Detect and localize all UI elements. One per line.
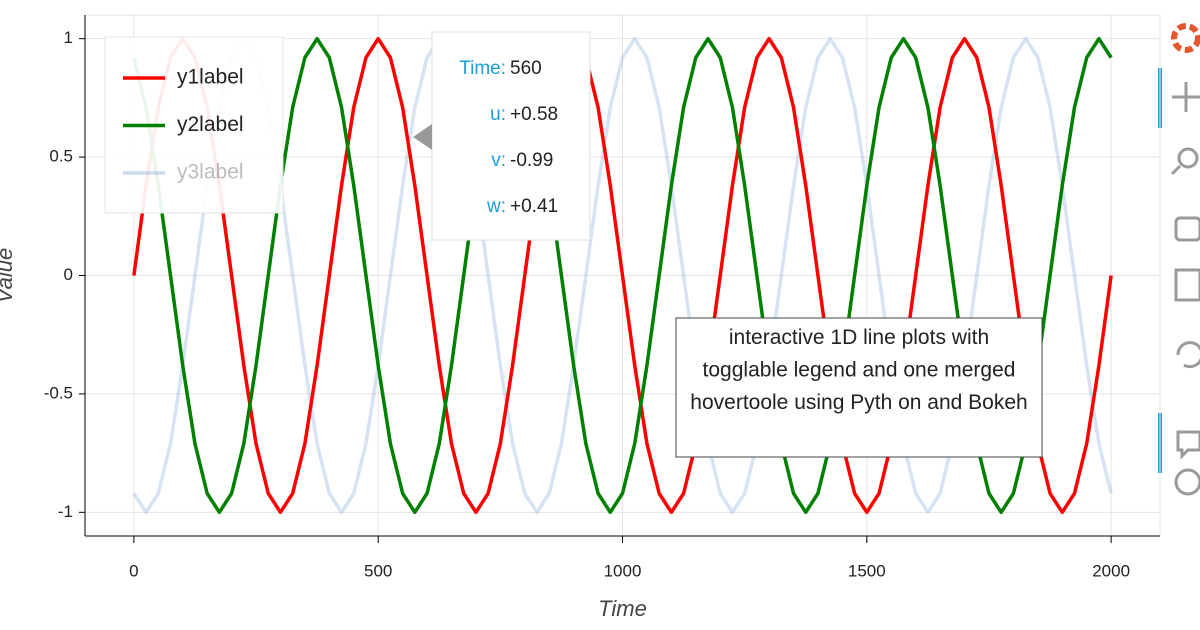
series-line	[132, 36, 1113, 515]
reset-tool[interactable]	[1176, 341, 1200, 369]
legend-item[interactable]: y2label	[123, 113, 244, 136]
tooltip-value: 560	[510, 58, 542, 79]
y-tick-label: 0	[64, 265, 73, 284]
y-tick-label: 0.5	[49, 147, 73, 166]
x-tick-label: 0	[129, 561, 138, 580]
tooltip-value: -0.99	[510, 150, 553, 171]
series-line	[132, 36, 1113, 515]
x-axis-label: Time	[598, 596, 647, 621]
save-tool[interactable]	[1174, 268, 1200, 302]
tooltip-box	[431, 31, 591, 241]
series-line	[132, 36, 1113, 515]
help-tool[interactable]	[1174, 468, 1200, 496]
annotation-box	[675, 317, 1043, 458]
zoom-handle	[1170, 164, 1182, 176]
annotation-line: hovertoole using Pyth on and Bokeh	[690, 391, 1027, 414]
pan-tool[interactable]	[1172, 82, 1200, 112]
x-tick-label: 500	[364, 561, 392, 580]
tooltip-key: w:	[486, 196, 506, 217]
legend-label: y1label	[177, 66, 244, 89]
toolbar	[1158, 23, 1200, 496]
y-axis-label: Value	[0, 248, 17, 303]
y-tick-label: 1	[64, 28, 73, 47]
annotation-line: interactive 1D line plots with	[729, 326, 989, 349]
x-tick-label: 1000	[604, 561, 642, 580]
legend-label: y3label	[177, 161, 244, 184]
x-tick-label: 2000	[1092, 561, 1130, 580]
tooltip-key: Time:	[459, 58, 506, 79]
tooltip-value: +0.41	[510, 196, 558, 217]
zoom-tool[interactable]	[1177, 147, 1199, 169]
hover-tool[interactable]	[1176, 430, 1200, 460]
legend-label: y2label	[177, 113, 244, 136]
y-tick-label: -1	[58, 502, 73, 521]
legend: y1label y2label y3label	[104, 36, 284, 214]
x-tick-label: 1500	[848, 561, 886, 580]
legend-item[interactable]: y3label	[123, 161, 244, 184]
annotation-line: togglable legend and one merged	[703, 358, 1016, 381]
bokeh-logo[interactable]	[1171, 23, 1200, 53]
annotation-text: interactive 1D line plots with togglable …	[690, 326, 1027, 414]
tooltip-key: v:	[491, 150, 506, 171]
annotation: interactive 1D line plots with togglable …	[675, 317, 1043, 458]
y-tick-label: -0.5	[44, 383, 73, 402]
tooltip-arrow	[413, 124, 432, 150]
wheel-zoom-tool[interactable]	[1174, 216, 1200, 242]
tooltip: Time: 560 u: +0.58 v: -0.99 w: +0.41	[413, 31, 591, 241]
legend-item[interactable]: y1label	[123, 66, 244, 89]
tooltip-value: +0.58	[510, 104, 558, 125]
tooltip-key: u:	[490, 104, 506, 125]
